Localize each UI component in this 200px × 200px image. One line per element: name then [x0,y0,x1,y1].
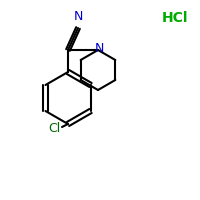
Text: N: N [94,43,104,55]
Text: Cl: Cl [48,122,60,136]
Text: N: N [73,10,83,23]
Text: HCl: HCl [162,11,188,25]
